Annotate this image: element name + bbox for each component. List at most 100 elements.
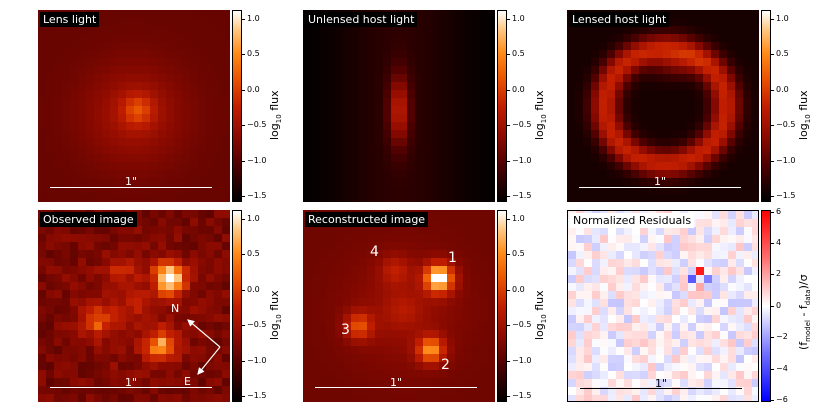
colorbar-tick-label: 0.0 [776, 85, 789, 94]
scale-bar-label: 1" [124, 175, 138, 188]
colorbar-tick-label: 0 [776, 301, 782, 310]
unlensed-host-image [303, 10, 495, 202]
colorbar-tick-label: 1.0 [512, 214, 525, 223]
panel-title: Lensed host light [569, 12, 670, 27]
colorbar-tick-label: −1.0 [512, 356, 532, 365]
colorbar-tick-mark [771, 337, 774, 338]
colorbar-tick-label: 1.0 [247, 214, 260, 223]
lens-light-panel: Lens light 1" [38, 10, 230, 202]
image-label-3: 3 [341, 322, 350, 338]
colorbar-tick-label: 0.5 [512, 249, 525, 258]
compass-arrows [187, 319, 221, 375]
colorbar-tick-mark [771, 196, 774, 197]
colorbar-tick-mark [242, 90, 245, 91]
colorbar-tick-mark [507, 161, 510, 162]
colorbar-observed [232, 210, 242, 402]
colorbar-tick-mark [242, 125, 245, 126]
colorbar-tick-mark [242, 254, 245, 255]
panel-title: Reconstructed image [305, 212, 429, 227]
colorbar-tick-mark [507, 361, 510, 362]
lens-light-image [38, 10, 230, 202]
colorbar-label-flux: log10 flux [797, 90, 813, 140]
colorbar-tick-mark [242, 196, 245, 197]
colorbar-reconstructed [497, 210, 507, 402]
colorbar-tick-mark [771, 54, 774, 55]
colorbar-tick-label: 0.5 [247, 49, 260, 58]
lensed-host-image [567, 10, 759, 202]
colorbar-tick-label: 0.0 [512, 285, 525, 294]
reconstructed-image [303, 210, 495, 402]
colorbar-tick-mark [507, 54, 510, 55]
colorbar-tick-label: 0.5 [247, 249, 260, 258]
colorbar-tick-label: −1.5 [512, 191, 532, 200]
colorbar-tick-mark [507, 196, 510, 197]
scale-bar-label: 1" [124, 376, 138, 389]
colorbar-tick-label: −1.0 [247, 356, 267, 365]
colorbar-label-flux: log10 flux [533, 290, 549, 340]
colorbar-tick-mark [242, 325, 245, 326]
north-arrow [187, 319, 221, 348]
colorbar-tick-mark [771, 306, 774, 307]
scale-bar-label: 1" [654, 377, 668, 390]
colorbar-tick-label: 1.0 [512, 14, 525, 23]
colorbar-label-residuals: (fmodel - fdata)/σ [797, 274, 813, 350]
colorbar-tick-label: −1.0 [512, 156, 532, 165]
colorbar-tick-label: 0.0 [512, 85, 525, 94]
colorbar-tick-mark [771, 243, 774, 244]
colorbar-tick-label: −0.5 [512, 120, 532, 129]
colorbar-tick-label: −1.5 [776, 191, 796, 200]
colorbar-tick-mark [242, 396, 245, 397]
colorbar-tick-mark [771, 369, 774, 370]
scale-bar [579, 187, 741, 188]
residuals-panel: Normalized Residuals 1" [567, 210, 759, 402]
colorbar-tick-label: −1.0 [776, 156, 796, 165]
compass-east-label: E [184, 375, 191, 388]
colorbar-tick-label: −0.5 [247, 120, 267, 129]
colorbar-tick-label: 0.0 [247, 285, 260, 294]
panel-title: Lens light [40, 12, 100, 27]
colorbar-label-flux: log10 flux [268, 90, 284, 140]
reconstructed-image-panel: Reconstructed image 1 2 3 4 1" [303, 210, 495, 402]
panel-title: Unlensed host light [305, 12, 418, 27]
image-label-4: 4 [370, 244, 379, 260]
colorbar-tick-label: −6 [776, 395, 788, 404]
colorbar-tick-mark [242, 290, 245, 291]
colorbar-tick-label: 4 [776, 238, 782, 247]
colorbar-tick-mark [507, 325, 510, 326]
colorbar-tick-label: 0.5 [776, 49, 789, 58]
colorbar-tick-label: 1.0 [776, 14, 789, 23]
colorbar-tick-label: −1.5 [247, 391, 267, 400]
colorbar-label-flux: log10 flux [533, 90, 549, 140]
panel-title: Observed image [40, 212, 137, 227]
colorbar-tick-mark [507, 125, 510, 126]
colorbar-unlensed-host [497, 10, 507, 202]
colorbar-tick-label: −2 [776, 332, 788, 341]
colorbar-tick-mark [242, 219, 245, 220]
colorbar-residuals [761, 210, 771, 402]
colorbar-lensed-host [761, 10, 771, 202]
colorbar-tick-mark [771, 212, 774, 213]
colorbar-tick-mark [771, 400, 774, 401]
colorbar-tick-mark [242, 161, 245, 162]
colorbar-tick-label: −1.0 [247, 156, 267, 165]
colorbar-tick-mark [242, 54, 245, 55]
scale-bar-label: 1" [653, 175, 667, 188]
lensed-host-panel: Lensed host light 1" [567, 10, 759, 202]
colorbar-tick-label: −0.5 [247, 320, 267, 329]
colorbar-tick-mark [507, 254, 510, 255]
colorbar-tick-mark [771, 90, 774, 91]
east-arrow [197, 346, 221, 375]
colorbar-tick-label: −0.5 [512, 320, 532, 329]
colorbar-tick-mark [771, 161, 774, 162]
colorbar-tick-mark [771, 274, 774, 275]
scale-bar-label: 1" [389, 376, 403, 389]
colorbar-tick-mark [507, 19, 510, 20]
colorbar-tick-label: −1.5 [512, 391, 532, 400]
colorbar-tick-label: −4 [776, 364, 788, 373]
colorbar-tick-label: 6 [776, 207, 782, 216]
unlensed-host-panel: Unlensed host light [303, 10, 495, 202]
colorbar-tick-label: −0.5 [776, 120, 796, 129]
residuals-image [568, 211, 758, 401]
panel-title: Normalized Residuals [570, 213, 695, 228]
colorbar-tick-mark [507, 90, 510, 91]
